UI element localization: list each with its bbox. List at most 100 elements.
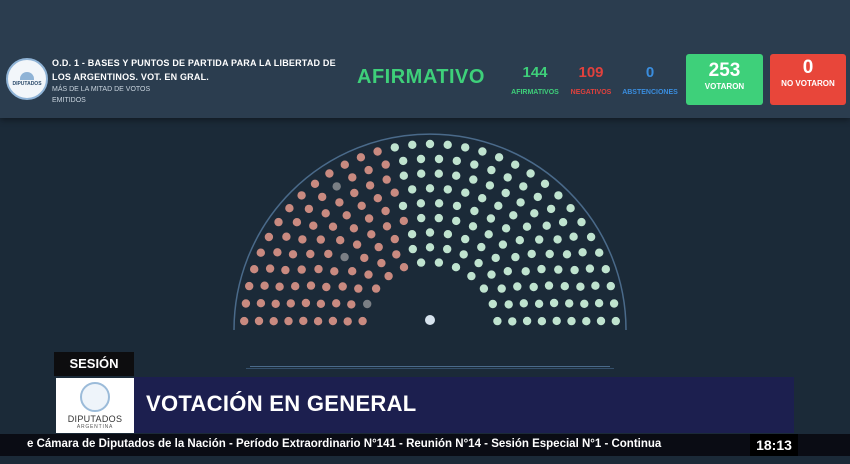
seat xyxy=(496,283,507,294)
congress-emblem-icon xyxy=(80,381,110,412)
seat xyxy=(451,170,462,181)
seat xyxy=(553,264,564,275)
seat xyxy=(551,315,562,326)
seat xyxy=(352,239,363,250)
abstentions-count: 0 xyxy=(645,64,655,81)
seat xyxy=(355,152,366,163)
affirmative-count: 144 xyxy=(522,64,548,81)
seat xyxy=(296,264,307,275)
seat xyxy=(424,138,435,149)
seat xyxy=(568,231,579,242)
seat xyxy=(407,229,418,240)
seat xyxy=(502,266,513,277)
seat xyxy=(467,221,478,232)
seat xyxy=(497,239,508,250)
seat xyxy=(359,252,370,263)
seat xyxy=(544,280,555,291)
seat xyxy=(500,188,511,199)
seat xyxy=(348,223,359,234)
seat xyxy=(486,269,497,280)
seat xyxy=(290,281,301,292)
seat xyxy=(566,316,577,327)
seat xyxy=(285,298,296,309)
seat xyxy=(528,281,539,292)
seat xyxy=(590,280,601,291)
seat xyxy=(347,172,358,183)
seat xyxy=(283,316,294,327)
seat xyxy=(305,248,316,259)
seat xyxy=(334,197,345,208)
seat xyxy=(541,220,552,231)
seat xyxy=(416,213,427,224)
seat xyxy=(407,184,418,195)
seat xyxy=(559,281,570,292)
vote-result: AFIRMATIVO xyxy=(357,66,485,88)
seat xyxy=(339,159,350,170)
seat xyxy=(450,262,461,273)
seat xyxy=(362,298,373,309)
seat xyxy=(540,178,551,189)
voted-label: VOTARON xyxy=(704,82,745,91)
seat xyxy=(460,142,471,153)
seat xyxy=(398,262,409,273)
seat xyxy=(549,297,560,308)
negative-label: NEGATIVOS xyxy=(570,89,612,96)
seat xyxy=(281,231,292,242)
seat xyxy=(272,247,283,258)
seat xyxy=(321,281,332,292)
seat xyxy=(579,298,590,309)
seat xyxy=(357,316,368,327)
abstentions-label: ABSTENCIONES xyxy=(622,89,678,96)
seat xyxy=(353,283,364,294)
seat xyxy=(255,247,266,258)
seat xyxy=(442,184,453,195)
seat xyxy=(273,217,284,228)
seat xyxy=(249,264,260,275)
seat xyxy=(514,235,525,246)
chamber-seat-map xyxy=(233,133,627,331)
seat xyxy=(244,281,255,292)
seat xyxy=(518,298,529,309)
seat xyxy=(433,168,444,179)
seat xyxy=(508,210,519,221)
logo-text: DIPUTADOS xyxy=(12,80,42,87)
seat xyxy=(383,271,394,282)
seat xyxy=(433,257,444,268)
seat xyxy=(347,266,358,277)
seat xyxy=(575,281,586,292)
seat xyxy=(520,266,531,277)
seat xyxy=(259,280,270,291)
motion-title: O.D. 1 - BASES Y PUNTOS DE PARTIDA PARA … xyxy=(52,58,336,82)
seat xyxy=(297,234,308,245)
seat xyxy=(320,208,331,219)
seat xyxy=(468,174,479,185)
seat xyxy=(565,203,576,214)
seat xyxy=(515,197,526,208)
seat xyxy=(389,187,400,198)
seat xyxy=(287,249,298,260)
seat xyxy=(577,247,588,258)
logo-name: DIPUTADOS xyxy=(67,413,123,424)
seat xyxy=(349,188,360,199)
seat xyxy=(407,244,418,255)
seat xyxy=(407,139,418,150)
seat xyxy=(451,200,462,211)
sun-emblem-icon xyxy=(20,71,34,80)
seat xyxy=(356,200,367,211)
seat xyxy=(534,298,545,309)
seat xyxy=(323,248,334,259)
not-voted-count: 0 xyxy=(802,57,814,78)
seat xyxy=(487,298,498,309)
seat xyxy=(526,248,537,259)
seat xyxy=(486,165,497,176)
seat xyxy=(569,265,580,276)
vote-header-panel: DIPUTADOS O.D. 1 - BASES Y PUNTOS DE PAR… xyxy=(0,0,850,118)
ticker-text: e Cámara de Diputados de la Nación - Per… xyxy=(27,438,662,450)
seat xyxy=(518,181,529,192)
seat xyxy=(510,252,521,263)
seat xyxy=(415,154,426,165)
seat xyxy=(562,249,573,260)
seat xyxy=(270,298,281,309)
seat xyxy=(476,242,487,253)
seat xyxy=(494,152,505,163)
